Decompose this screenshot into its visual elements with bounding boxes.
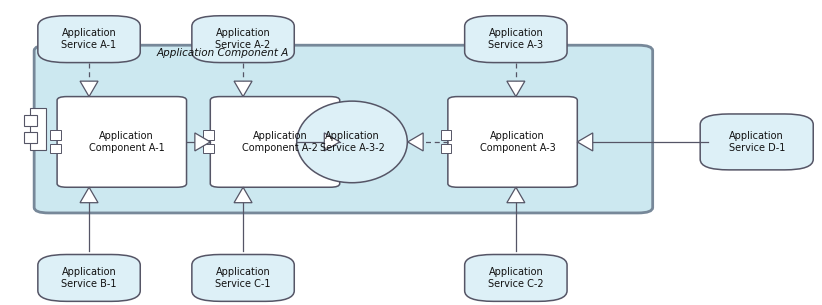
- Bar: [203, 144, 214, 153]
- Bar: [203, 131, 214, 140]
- Bar: [24, 115, 37, 126]
- FancyBboxPatch shape: [38, 254, 141, 301]
- Polygon shape: [325, 133, 339, 151]
- Bar: [50, 131, 61, 140]
- FancyBboxPatch shape: [464, 16, 567, 63]
- Bar: [441, 144, 451, 153]
- Bar: [50, 144, 61, 153]
- FancyBboxPatch shape: [192, 16, 294, 63]
- Polygon shape: [80, 81, 98, 97]
- Polygon shape: [507, 81, 525, 97]
- Text: Application Component A: Application Component A: [157, 48, 289, 58]
- Polygon shape: [507, 187, 525, 203]
- FancyBboxPatch shape: [35, 45, 653, 213]
- Ellipse shape: [297, 101, 408, 183]
- Bar: [24, 132, 37, 143]
- Bar: [30, 108, 46, 150]
- Text: Application
Service A-3-2: Application Service A-3-2: [320, 131, 385, 153]
- FancyBboxPatch shape: [57, 97, 187, 187]
- Text: Application
Component A-3: Application Component A-3: [479, 131, 556, 153]
- FancyBboxPatch shape: [700, 114, 813, 170]
- FancyBboxPatch shape: [464, 254, 567, 301]
- Polygon shape: [577, 133, 593, 151]
- Polygon shape: [408, 133, 423, 151]
- Text: Application
Service A-3: Application Service A-3: [488, 28, 543, 50]
- Polygon shape: [80, 187, 98, 203]
- Text: Application
Component A-2: Application Component A-2: [242, 131, 318, 153]
- FancyBboxPatch shape: [210, 97, 339, 187]
- Text: Application
Service B-1: Application Service B-1: [62, 267, 117, 289]
- Text: Application
Service C-2: Application Service C-2: [488, 267, 543, 289]
- Bar: [441, 131, 451, 140]
- Text: Application
Service A-1: Application Service A-1: [62, 28, 117, 50]
- FancyBboxPatch shape: [448, 97, 577, 187]
- Polygon shape: [234, 81, 252, 97]
- Text: Application
Service C-1: Application Service C-1: [215, 267, 270, 289]
- Text: Application
Component A-1: Application Component A-1: [89, 131, 164, 153]
- Text: Application
Service D-1: Application Service D-1: [728, 131, 785, 153]
- Text: Application
Service A-2: Application Service A-2: [215, 28, 270, 50]
- Polygon shape: [195, 133, 210, 151]
- Polygon shape: [234, 187, 252, 203]
- FancyBboxPatch shape: [192, 254, 294, 301]
- FancyBboxPatch shape: [38, 16, 141, 63]
